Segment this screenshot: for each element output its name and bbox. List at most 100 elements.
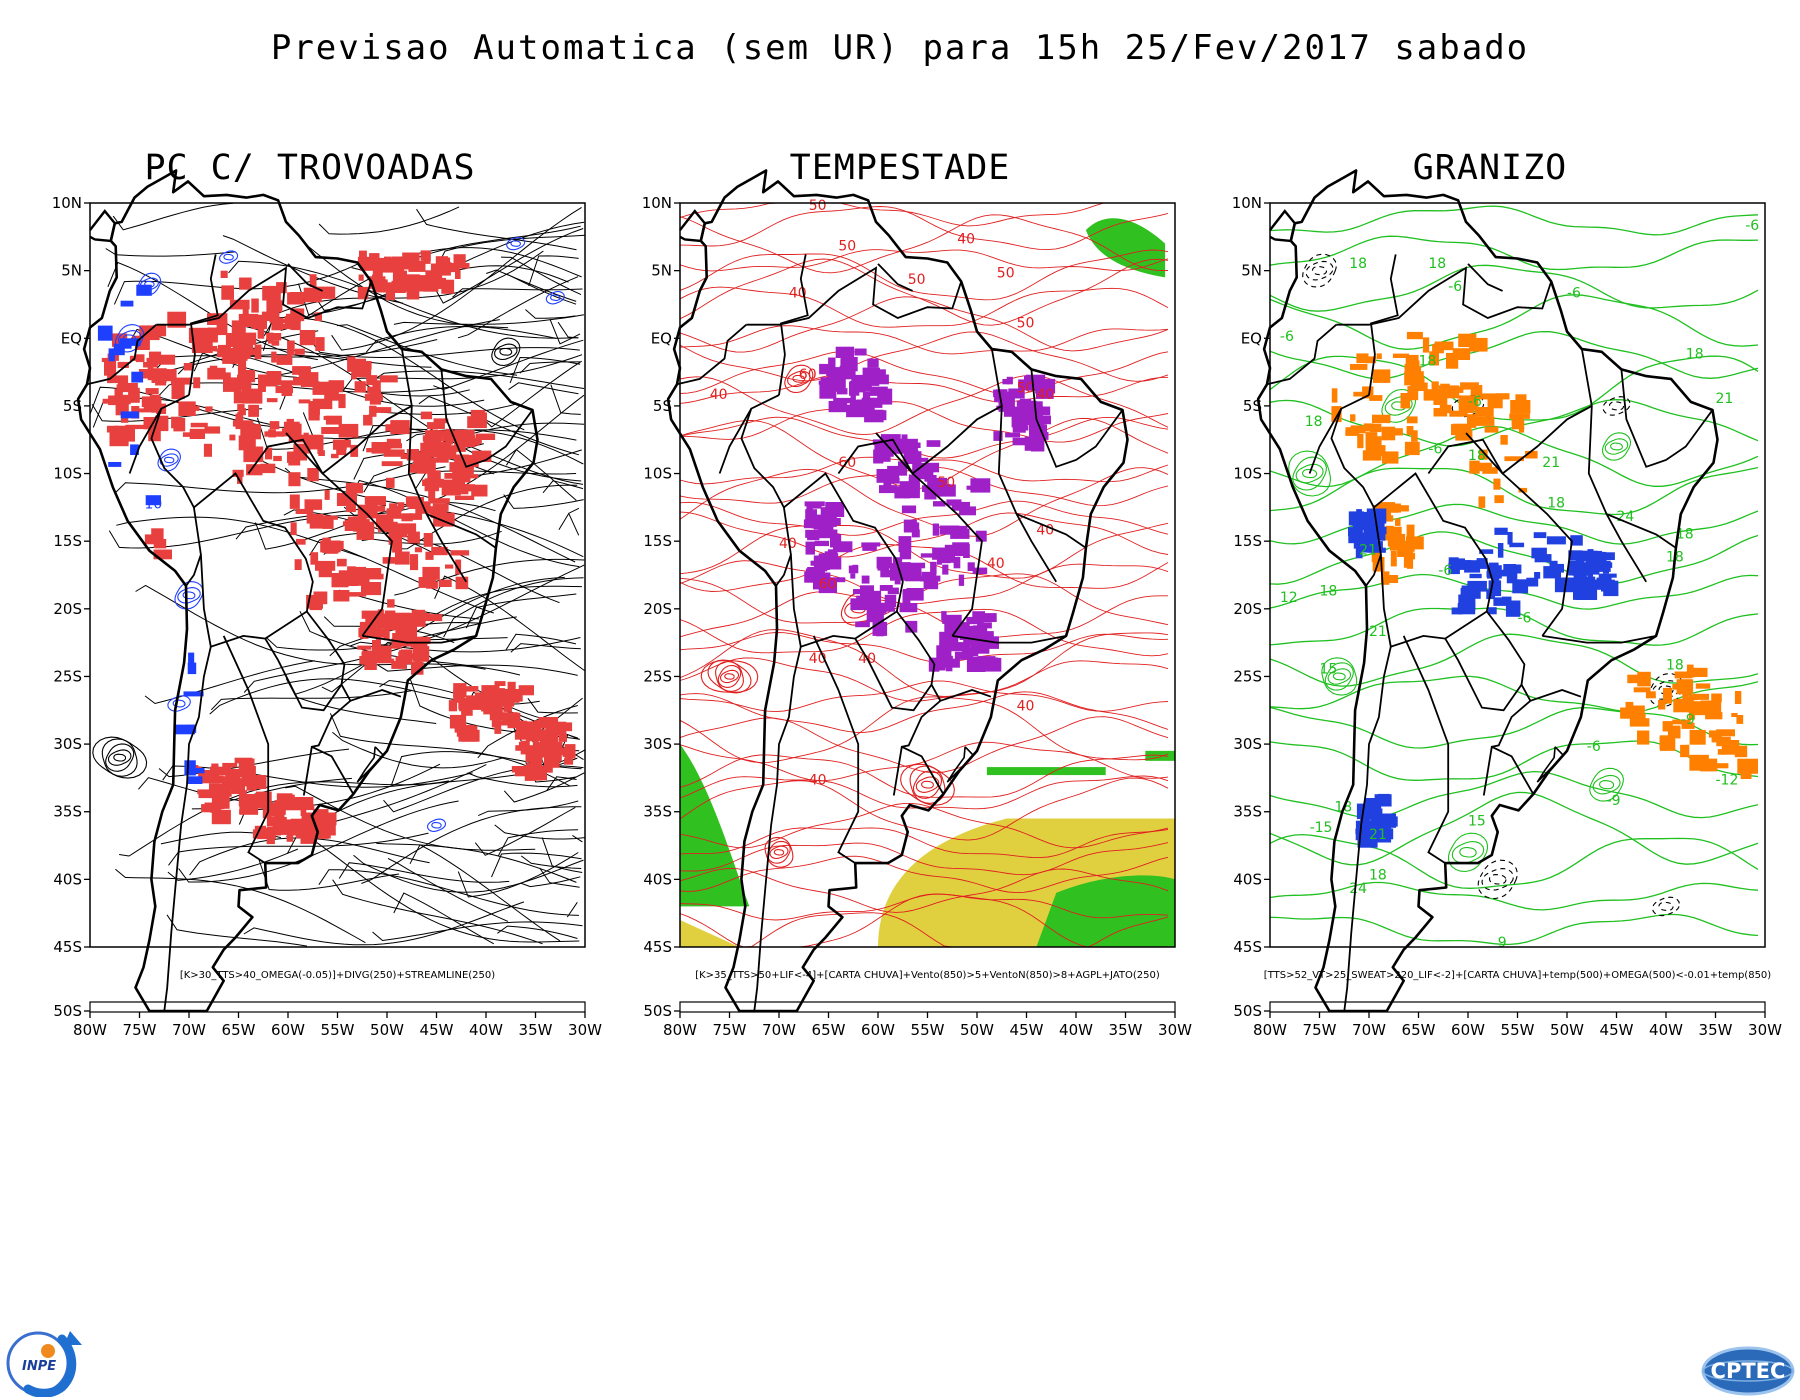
red-thunderstorm-area <box>372 380 381 389</box>
orange-omega-area <box>1633 687 1651 693</box>
country-border <box>1467 263 1503 292</box>
orange-omega-area <box>1460 382 1479 390</box>
streamline <box>228 260 579 339</box>
streamline <box>497 925 578 939</box>
map-background <box>1270 203 1765 947</box>
red-thunderstorm-area <box>381 461 403 467</box>
purple-storm-area <box>977 620 984 630</box>
orange-omega-area <box>1627 674 1648 684</box>
purple-storm-area <box>1012 437 1026 446</box>
blue-hail-area <box>1570 535 1583 546</box>
red-thunderstorm-area <box>237 473 243 484</box>
contour-line <box>1327 668 1352 685</box>
red-thunderstorm-area <box>257 828 276 840</box>
country-border <box>1542 635 1657 644</box>
orange-omega-area <box>1630 706 1639 715</box>
contour-label: 18 <box>1686 347 1704 363</box>
lat-label: 30S <box>1233 735 1262 753</box>
streamline <box>467 772 578 788</box>
purple-storm-area <box>872 621 888 636</box>
green-wind-area <box>986 767 1106 776</box>
country-border <box>193 472 314 648</box>
wind-contour <box>1269 294 1759 350</box>
inpe-arrow-icon <box>64 1331 82 1345</box>
red-thunderstorm-area <box>141 396 152 407</box>
red-thunderstorm-area <box>298 399 311 404</box>
red-thunderstorm-area <box>257 328 265 339</box>
country-border <box>901 745 945 795</box>
orange-omega-area <box>1372 369 1391 383</box>
blue-hail-area <box>1534 572 1541 579</box>
red-thunderstorm-area <box>417 461 432 474</box>
lat-label: 20S <box>53 600 82 618</box>
red-thunderstorm-area <box>310 552 319 565</box>
contour-line <box>1324 662 1354 691</box>
lon-label: 50W <box>960 1021 994 1039</box>
contour-label: 40 <box>710 387 728 403</box>
contour-line <box>1651 896 1681 917</box>
purple-storm-area <box>926 440 941 447</box>
red-thunderstorm-area <box>379 375 398 383</box>
lon-label: 75W <box>1303 1021 1337 1039</box>
orange-omega-area <box>1708 730 1720 738</box>
orange-omega-area <box>1500 435 1508 445</box>
lat-label: EQ <box>61 329 82 347</box>
lat-label: 40S <box>1233 870 1262 888</box>
lat-label: 15S <box>53 532 82 550</box>
contour-line <box>92 736 148 779</box>
wind-contour <box>1269 531 1759 585</box>
purple-storm-area <box>818 529 838 539</box>
orange-omega-area <box>1404 441 1420 456</box>
streamline <box>336 324 518 376</box>
country-border <box>362 635 477 644</box>
red-thunderstorm-area <box>494 690 503 700</box>
green-wind-area <box>1145 750 1175 761</box>
country-border <box>1336 266 1553 326</box>
contour-label: 60 <box>819 577 837 593</box>
country-border <box>746 266 963 326</box>
streamline <box>542 480 584 494</box>
orange-omega-area <box>1406 416 1418 424</box>
country-border <box>1016 513 1087 549</box>
wind-contour <box>679 775 1169 810</box>
orange-omega-area <box>1478 496 1486 508</box>
red-thunderstorm-area <box>450 550 470 556</box>
lat-label: 20S <box>1233 600 1262 618</box>
streamline <box>393 314 584 325</box>
red-thunderstorm-area <box>211 795 230 809</box>
country-border <box>128 408 163 474</box>
contour-label: 18 <box>1676 527 1694 543</box>
purple-storm-area <box>1002 379 1010 385</box>
coastline-layer <box>1256 169 1719 1013</box>
streamline <box>409 844 561 942</box>
lat-label: 30S <box>53 735 82 753</box>
contour-line <box>787 370 811 388</box>
contour-line <box>1311 266 1328 276</box>
contour-label: 18 <box>1305 414 1323 430</box>
streamline <box>549 319 581 345</box>
red-thunderstorm-area <box>170 377 192 385</box>
streamline <box>443 577 584 638</box>
orange-omega-area <box>1695 683 1711 689</box>
purple-storm-area <box>806 504 822 509</box>
red-thunderstorm-area <box>207 367 226 380</box>
red-thunderstorm-area <box>405 278 424 292</box>
red-thunderstorm-area <box>425 451 438 458</box>
red-thunderstorm-area <box>222 762 238 768</box>
red-thunderstorm-area <box>204 802 218 809</box>
red-thunderstorm-area <box>349 568 361 578</box>
red-thunderstorm-area <box>389 529 396 541</box>
orange-omega-area <box>1372 414 1391 424</box>
purple-storm-area <box>898 536 912 553</box>
wind-contour <box>679 680 1169 713</box>
purple-storm-area <box>807 567 825 582</box>
red-thunderstorm-area <box>321 427 341 434</box>
country-border <box>426 513 497 549</box>
green-wind-area <box>1036 875 1175 947</box>
wind-contour <box>1269 913 1759 946</box>
red-thunderstorm-area <box>392 543 403 553</box>
orange-omega-area <box>1406 331 1423 340</box>
purple-storm-area <box>930 561 937 575</box>
orange-omega-area <box>1365 356 1377 364</box>
red-thunderstorm-area <box>410 613 431 620</box>
